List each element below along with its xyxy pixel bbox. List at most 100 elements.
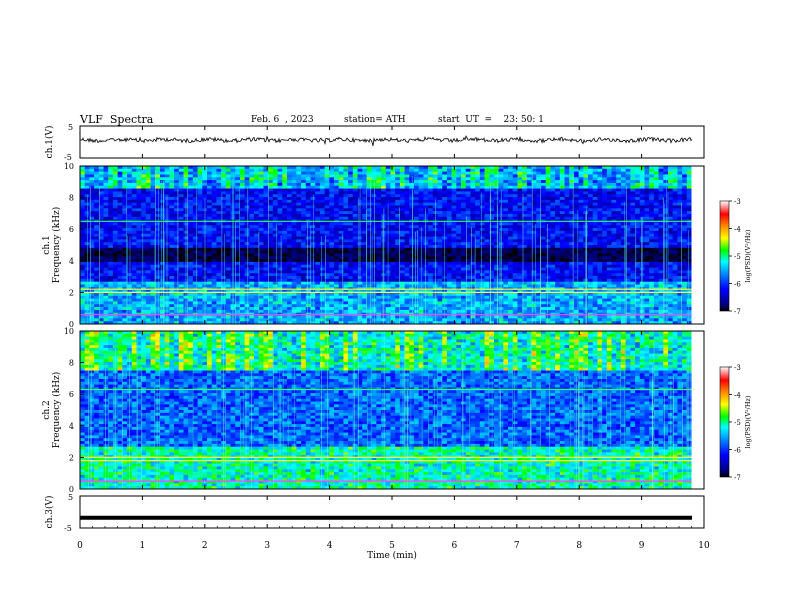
spectrogram-cell: [80, 304, 85, 307]
spectrogram-cell: [390, 296, 395, 299]
spectrogram-cell: [113, 174, 118, 177]
spectrogram-cell: [198, 214, 203, 217]
spectrogram-cell: [212, 228, 217, 231]
spectrogram-cell: [259, 299, 264, 302]
spectrogram-cell: [118, 276, 123, 279]
spectrogram-cell: [89, 200, 94, 203]
spectrogram-cell: [438, 318, 443, 321]
spectrogram-cell: [132, 225, 137, 228]
spectrogram-cell: [80, 256, 85, 259]
spectrogram-cell: [207, 237, 212, 240]
spectrogram-cell: [461, 299, 466, 302]
spectrogram-cell: [155, 222, 160, 225]
spectrogram-cell: [245, 307, 250, 310]
spectrogram-cell: [447, 248, 452, 251]
spectrogram-cell: [231, 222, 236, 225]
spectrogram-cell: [480, 310, 485, 313]
spectrogram-cell: [80, 217, 85, 220]
spectrogram-cell: [480, 265, 485, 268]
spectrogram-cell: [343, 301, 348, 304]
spectrogram-cell: [414, 276, 419, 279]
spectrogram-cell: [367, 174, 372, 177]
spectrogram-cell: [188, 189, 193, 192]
spectrogram-cell: [296, 206, 301, 209]
spectrogram-cell: [367, 169, 372, 172]
spectrogram-cell: [447, 239, 452, 242]
spectrogram-cell: [160, 285, 165, 288]
spectrogram-cell: [259, 211, 264, 214]
spectrogram-cell: [89, 276, 94, 279]
spectrogram-cell: [141, 203, 146, 206]
spectrogram-cell: [367, 299, 372, 302]
spectrogram-cell: [174, 253, 179, 256]
spectrogram-cell: [489, 177, 494, 180]
spectrogram-cell: [179, 222, 184, 225]
spectrogram-cell: [278, 203, 283, 206]
spectrogram-cell: [494, 248, 499, 251]
spectrogram-cell: [273, 270, 278, 273]
spectrogram-cell: [127, 242, 132, 245]
spectrogram-cell: [193, 169, 198, 172]
spectrogram-cell: [466, 180, 471, 183]
spectrogram-cell: [376, 307, 381, 310]
spectrogram-cell: [216, 191, 221, 194]
spectrogram-cell: [179, 225, 184, 228]
spectrogram-cell: [494, 253, 499, 256]
spectrogram-cell: [485, 299, 490, 302]
spectrogram-cell: [494, 301, 499, 304]
spectrogram-cell: [329, 180, 334, 183]
spectrogram-cell: [494, 256, 499, 259]
spectrogram-cell: [108, 183, 113, 186]
spectrogram-cell: [104, 279, 109, 282]
spectrogram-cell: [452, 211, 457, 214]
spectrogram-cell: [400, 214, 405, 217]
spectrogram-cell: [231, 225, 236, 228]
spectrogram-cell: [400, 268, 405, 271]
spectrogram-cell: [240, 265, 245, 268]
spectrogram-cell: [282, 301, 287, 304]
spectrogram-cell: [193, 276, 198, 279]
spectrogram-cell: [207, 248, 212, 251]
spectrogram-cell: [447, 304, 452, 307]
spectrogram-cell: [329, 253, 334, 256]
spectrogram-cell: [428, 268, 433, 271]
spectrogram-cell: [174, 316, 179, 319]
spectrogram-cell: [212, 189, 217, 192]
spectrogram-cell: [485, 242, 490, 245]
spectrogram-cell: [452, 316, 457, 319]
spectrogram-cell: [174, 172, 179, 175]
spectrogram-cell: [179, 253, 184, 256]
spectrogram-cell: [249, 222, 254, 225]
spectrogram-cell: [278, 262, 283, 265]
spectrogram-cell: [231, 217, 236, 220]
spectrogram-cell: [485, 186, 490, 189]
spectrogram-cell: [249, 189, 254, 192]
spectrogram-cell: [174, 265, 179, 268]
spectrogram-cell: [292, 177, 297, 180]
spectrogram-cell: [226, 273, 231, 276]
spectrogram-cell: [141, 174, 146, 177]
spectrogram-cell: [343, 316, 348, 319]
spectrogram-cell: [94, 217, 99, 220]
spectrogram-cell: [104, 203, 109, 206]
spectrogram-cell: [475, 191, 480, 194]
spectrogram-cell: [461, 194, 466, 197]
spectrogram-cell: [348, 270, 353, 273]
spectrogram-cell: [216, 194, 221, 197]
spectrogram-cell: [390, 270, 395, 273]
spectrogram-cell: [301, 206, 306, 209]
spectrogram-cell: [273, 273, 278, 276]
spectrogram-cell: [470, 217, 475, 220]
spectrogram-cell: [160, 239, 165, 242]
spectrogram-cell: [179, 200, 184, 203]
spectrogram-cell: [414, 197, 419, 200]
spectrogram-cell: [179, 211, 184, 214]
spectrogram-cell: [400, 259, 405, 262]
spectrogram-cell: [433, 186, 438, 189]
spectrogram-cell: [367, 206, 372, 209]
spectrogram-cell: [315, 253, 320, 256]
spectrogram-cell: [226, 225, 231, 228]
spectrogram-cell: [353, 194, 358, 197]
spectrogram-cell: [438, 310, 443, 313]
spectrogram-cell: [306, 208, 311, 211]
